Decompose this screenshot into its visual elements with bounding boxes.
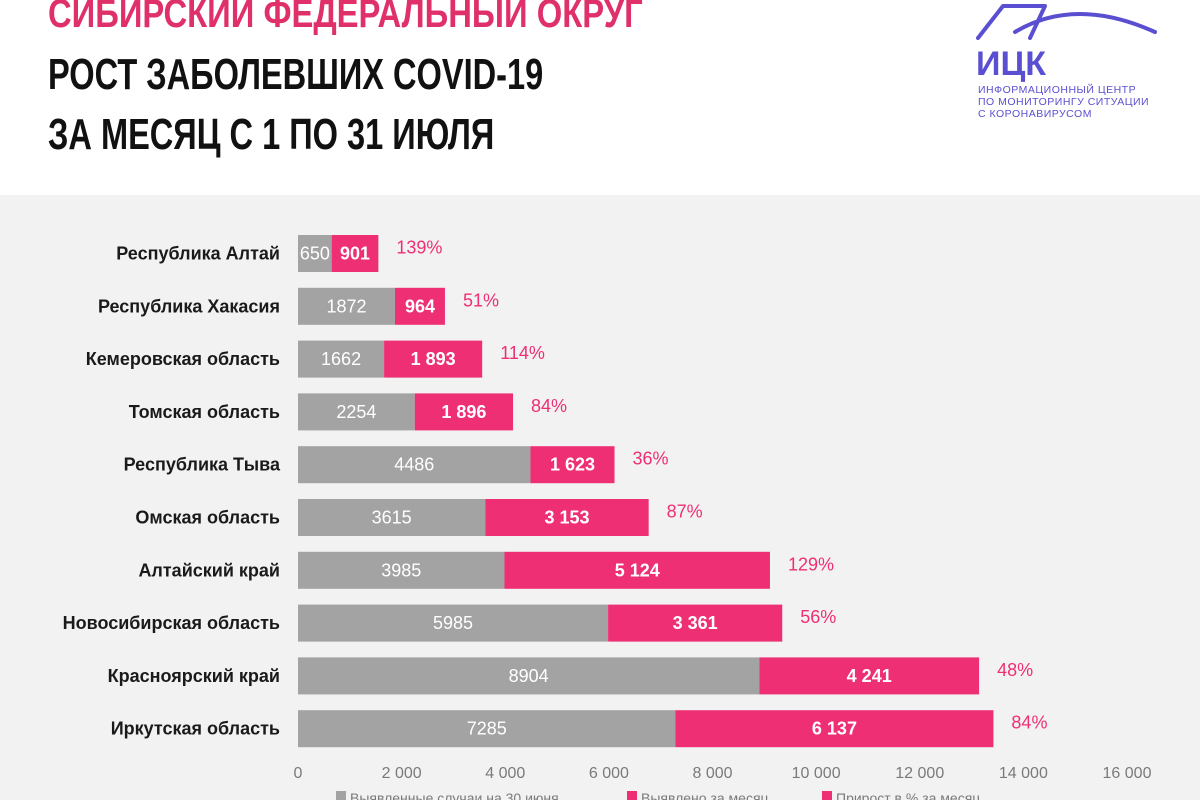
page-title-line-2: ЗА МЕСЯЦ С 1 ПО 31 ИЮЛЯ [48,110,495,159]
growth-label: 84% [1011,713,1047,733]
bar-pink [675,710,994,748]
bar-pink [530,446,615,484]
bar-gray [298,551,505,589]
growth-label: 139% [396,238,442,258]
bar-value-label: 1662 [321,349,361,369]
growth-label: 56% [800,607,836,627]
category-label: Алтайский край [138,560,280,580]
bar-value-label: 3985 [381,560,421,580]
growth-label: 129% [788,554,834,574]
x-tick-label: 16 000 [1103,765,1152,782]
legend-label: Прирост в % за месяц [836,790,980,800]
legend-swatch [336,791,346,800]
category-label: Республика Алтай [116,244,280,264]
legend-swatch [627,791,637,800]
bar-value-label: 650 [300,244,330,264]
category-label: Республика Хакасия [98,296,280,316]
bar-gray [298,393,415,431]
bar-value-label: 901 [340,244,370,264]
x-tick-label: 4 000 [485,765,525,782]
bar-value-label: 2254 [336,402,376,422]
bar-value-label: 1872 [326,296,366,316]
x-tick-label: 6 000 [589,765,629,782]
legend-label: Выявлено за месяц [641,790,769,800]
growth-label: 48% [997,660,1033,680]
logo-caption-line: ПО МОНИТОРИНГУ СИТУАЦИИ [978,96,1150,108]
bar-pink [608,604,783,642]
bar-value-label: 1 893 [411,349,456,369]
bar-value-label: 3615 [372,508,412,528]
growth-label: 36% [633,449,669,469]
bar-value-label: 3 153 [544,508,589,528]
bar-value-label: 6 137 [812,719,857,739]
bar-value-label: 8904 [509,666,549,686]
growth-label: 51% [463,290,499,310]
x-tick-label: 14 000 [999,765,1048,782]
bar-value-label: 3 361 [673,613,718,633]
x-tick-label: 8 000 [692,765,732,782]
page-title-line-1: РОСТ ЗАБОЛЕВШИХ COVID-19 [48,50,544,99]
legend-swatch [822,791,832,800]
category-label: Томская область [129,402,280,422]
bar-gray [298,287,395,325]
bar-gray [298,340,385,378]
category-label: Красноярский край [108,666,280,686]
bar-value-label: 4486 [394,455,434,475]
bar-gray [298,604,609,642]
bar-gray [298,657,760,695]
bar-value-label: 964 [405,296,435,316]
growth-label: 114% [500,343,545,363]
category-label: Республика Тыва [124,455,281,475]
logo-name: ИЦК [976,45,1046,83]
bar-value-label: 1 623 [550,455,595,475]
x-tick-label: 10 000 [792,765,841,782]
growth-label: 87% [667,502,703,522]
bar-pink [759,657,980,695]
x-tick-label: 2 000 [382,765,422,782]
stacked-bar-chart: Республика Алтай 650 901 139% Республика Хак… [63,235,1152,800]
bar-pink [331,235,379,272]
bar-pink [384,340,483,378]
logo: ИЦК [976,4,1157,83]
bar-value-label: 5 124 [615,560,660,580]
category-label: Кемеровская область [86,349,280,369]
growth-label: 84% [531,396,567,416]
logo-caption: ИНФОРМАЦИОННЫЙ ЦЕНТР ПО МОНИТОРИНГУ СИТУ… [978,84,1149,120]
legend-label: Выявленные случаи на 30 июня [350,790,559,800]
bar-value-label: 4 241 [847,666,892,686]
page-title-district: СИБИРСКИЙ ФЕДЕРАЛЬНЫЙ ОКРУГ [48,0,643,36]
bar-pink [414,393,514,431]
bar-value-label: 7285 [467,719,507,739]
category-label: Новосибирская область [63,613,280,633]
x-tick-label: 12 000 [895,765,944,782]
bar-gray [298,710,676,748]
category-label: Омская область [135,508,280,528]
bar-gray [298,446,531,484]
bar-value-label: 5985 [433,613,473,633]
x-tick-label: 0 [294,765,303,782]
header: СИБИРСКИЙ ФЕДЕРАЛЬНЫЙ ОКРУГ РОСТ ЗАБОЛЕВ… [0,0,1200,195]
logo-caption-line: С КОРОНАВИРУСОМ [978,108,1092,120]
logo-caption-line: ИНФОРМАЦИОННЫЙ ЦЕНТР [978,84,1137,96]
bar-value-label: 1 896 [441,402,486,422]
bar-pink [394,287,445,325]
bar-pink [485,499,649,536]
bar-pink [504,551,770,589]
bar-gray [298,235,332,272]
category-label: Иркутская область [111,719,280,739]
bar-gray [298,499,486,536]
chart-panel: Республика Алтай 650 901 139% Республика Хак… [0,195,1200,800]
